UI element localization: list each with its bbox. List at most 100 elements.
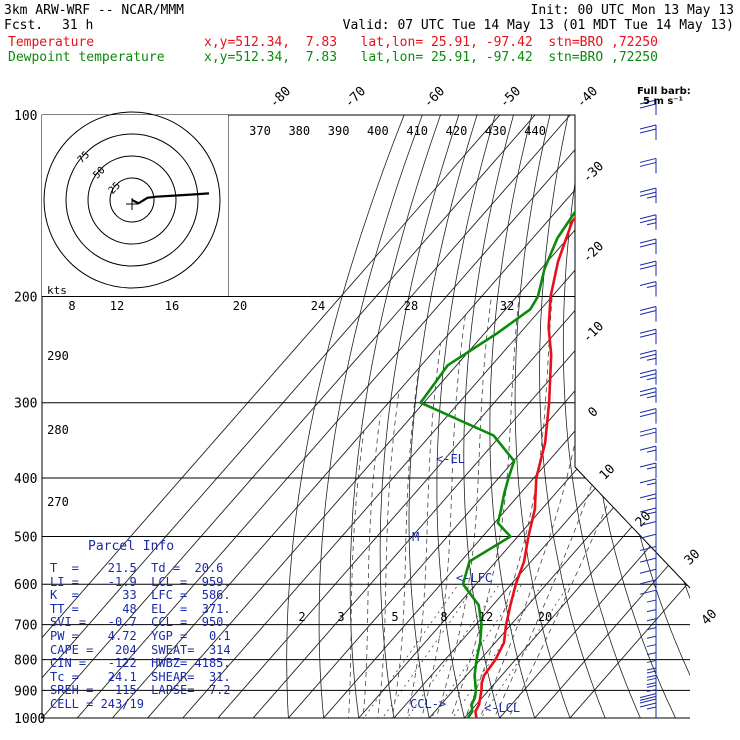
wind-barb [639,408,657,424]
wind-barb [639,238,657,254]
isotherm-label: -80 [267,84,294,111]
mixing-ratio-label: 2 [298,610,305,624]
isotherm-line [488,115,690,718]
pressure-tick-label: 500 [14,530,37,545]
dry-adiabat-line [693,115,740,731]
hodograph-trace [131,192,210,205]
dry-adiabat-line [489,115,540,718]
pressure-tick-label: 300 [14,397,37,412]
parcel-info-row: LI = -1.9 LCL = 959. [50,574,231,589]
model-title: 3km ARW-WRF -- NCAR/MMM [4,3,185,18]
pressure-tick-label: 800 [14,654,37,669]
wind-barb [639,520,657,537]
isotherm-label: -30 [580,159,607,186]
parcel-info-row: K = 33 LFC = 586. [50,588,231,603]
dewpoint-legend: Dewpoint temperature [8,50,165,65]
isotherm-line [65,115,606,718]
sounding-profiles [419,115,690,718]
upper-mixing-label: 20 [233,299,247,313]
wind-barb [639,214,657,230]
mixing-ratio-label: 8 [440,610,447,624]
moist-adiabat-line [473,296,593,718]
wind-barb [639,493,657,509]
dry-adiabat-line [608,115,690,718]
parcel-info-title: Parcel Info [88,539,175,554]
isotherm-line [42,115,501,718]
dry-adiabat-line [713,115,740,731]
isotherm-line [42,115,571,718]
theta-label: 410 [406,124,428,138]
parcel-info-row: Tc = 24.1 SHEAR= 31. [50,669,231,684]
dry-adiabat-line [732,115,740,731]
forecast-label: Fcst. [4,18,44,33]
init-time: Init: 00 UTC Mon 13 May 13 [530,3,735,18]
wind-barb [646,635,657,652]
isotherm-label: -70 [342,84,369,111]
hodograph-ring [43,111,221,289]
temperature-location-info: x,y=512.34, 7.83 lat,lon= 25.91, -97.42 … [204,35,658,50]
temperature-profile [474,115,690,718]
pressure-tick-label: 1000 [14,712,45,727]
upper-mixing-label: 16 [165,299,179,313]
dry-adiabat-line [408,115,478,718]
wind-barb [639,533,657,550]
isotherm-label: -60 [421,84,448,111]
parcel-info-table: T = 21.5 Td = 20.6 LI = -1.9 LCL = 959. K … [50,561,231,712]
isotherm-line [452,115,690,718]
parcel-info-row: SREH = 115 LAPSE= 7.2 [50,683,231,698]
dry-adiabat-line [286,115,405,718]
isotherm-line [171,115,690,718]
isotherm-label: -20 [580,239,607,266]
isotherm-label: 0 [585,404,601,420]
theta-label: 370 [249,124,271,138]
wind-barb [639,589,657,606]
mixing-ratio-label: 3 [337,610,344,624]
parcel-info-row: CELL = 243/19 [50,696,144,711]
isotherm-line [523,115,690,718]
moist-adiabat-line [375,393,399,718]
pressure-tick-label: 600 [14,578,37,593]
wind-barb [646,644,657,660]
theta-e-label: 270 [47,495,69,509]
isotherm-label: 20 [633,509,655,531]
hodograph-ring [65,133,199,267]
wind-barb [639,507,657,524]
wind-barb [639,187,657,204]
level-marker-ccl: CCL-> [410,697,446,711]
upper-mixing-label: 12 [110,299,124,313]
dry-adiabat-line [436,115,496,718]
isotherm-label: -40 [574,84,601,111]
barb-legend-unit: 5 m s⁻¹ [643,96,683,107]
moist-adiabat-line [361,415,381,718]
theta-label: 380 [288,124,310,138]
wind-barb [639,369,657,385]
pressure-tick-label: 700 [14,619,37,634]
wind-barb [639,305,657,322]
parcel-info-row: TT = 48 EL = 371. [50,601,231,616]
isotherm-label: 10 [597,462,619,484]
wind-barb [639,462,657,479]
theta-e-label: 290 [47,349,69,363]
upper-mixing-label: 28 [404,299,418,313]
wind-barbs [639,99,657,718]
level-marker-lfc: <-LFC [456,571,492,585]
upper-mixing-label: 24 [311,299,325,313]
theta-label: 400 [367,124,389,138]
wind-barb [639,124,657,140]
dry-adiabat-line [318,115,423,718]
moist-adiabat-line [417,315,466,718]
dry-adiabat-line [651,115,690,718]
isotherm-line [312,115,690,718]
hodograph-ring [87,155,177,245]
pressure-tick-label: 900 [14,684,37,699]
moist-adiabat-line [403,344,442,718]
isotherm-label: -50 [497,84,524,111]
parcel-info-row: CIN = -122 HWBZ= 4185. [50,656,231,671]
wind-barb [639,702,657,718]
moist-adiabat-line [431,296,492,718]
mixing-ratio-label: 20 [538,610,552,624]
wind-barb [639,99,657,115]
parcel-info-row: PW = 4.72 YGP = 0.1 [50,628,231,643]
wind-barb [639,387,657,403]
